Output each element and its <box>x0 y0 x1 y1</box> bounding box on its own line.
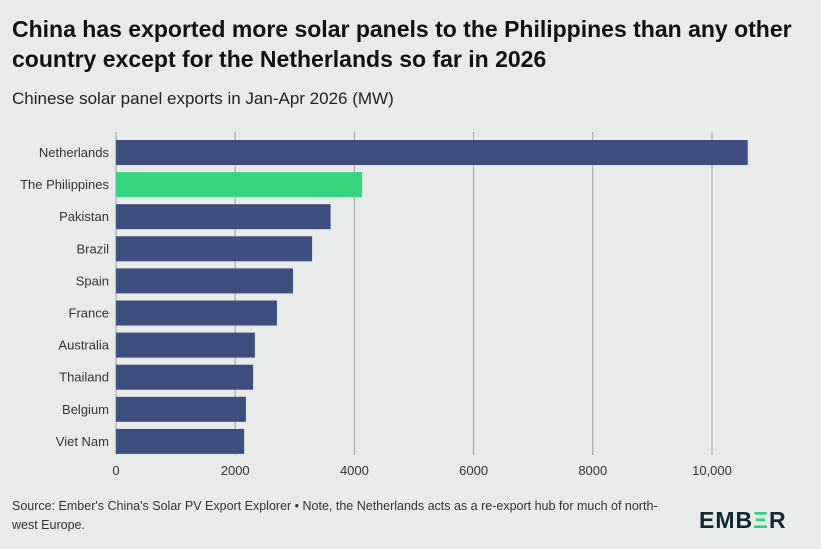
category-label: The Philippines <box>20 177 109 192</box>
logo-text-end: R <box>768 507 787 533</box>
category-label: Spain <box>76 273 109 288</box>
bar <box>116 172 363 198</box>
bar <box>116 396 246 422</box>
chart-subtitle: Chinese solar panel exports in Jan-Apr 2… <box>12 89 394 108</box>
bar <box>116 268 294 294</box>
bar <box>116 204 331 230</box>
bar <box>116 236 313 262</box>
x-tick-label: 2000 <box>221 463 250 478</box>
category-label: Thailand <box>59 370 109 385</box>
x-tick-label: 4000 <box>340 463 369 478</box>
category-label: Netherlands <box>39 145 110 160</box>
x-tick-label: 10,000 <box>692 463 732 478</box>
category-label: Viet Nam <box>56 434 109 449</box>
source-note: Source: Ember's China's Solar PV Export … <box>12 499 658 532</box>
category-label: Belgium <box>62 402 109 417</box>
logo-text-mid: Ξ <box>753 507 769 533</box>
bars <box>116 140 748 454</box>
bar <box>116 140 748 165</box>
x-axis-ticks: 0 2000 4000 6000 8000 10,000 <box>112 463 732 478</box>
chart-title: China has exported more solar panels to … <box>12 16 792 72</box>
bar <box>116 332 255 358</box>
logo-text-start: EMB <box>699 507 754 533</box>
category-label: Australia <box>58 338 109 353</box>
category-label: France <box>69 306 109 321</box>
x-tick-label: 6000 <box>459 463 488 478</box>
bar <box>116 300 277 326</box>
category-label: Pakistan <box>59 209 109 224</box>
category-label: Brazil <box>76 241 109 256</box>
ember-logo: EMBΞR <box>699 507 787 534</box>
bar <box>116 428 245 454</box>
bar <box>116 364 254 390</box>
bar-chart: Netherlands The Philippines Pakistan Brazil… <box>20 132 748 478</box>
x-tick-label: 8000 <box>578 463 607 478</box>
category-labels: Netherlands The Philippines Pakistan Brazil… <box>20 145 110 449</box>
x-tick-label: 0 <box>112 463 119 478</box>
